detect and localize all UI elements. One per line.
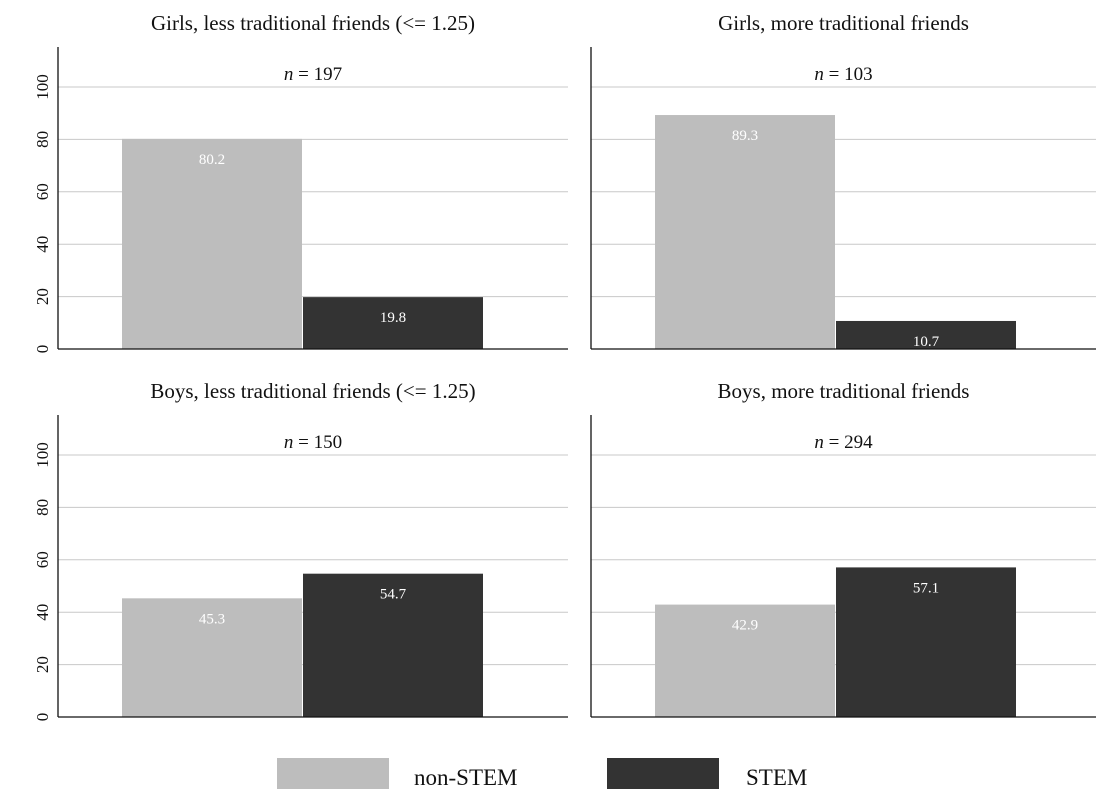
y-tick-label: 100	[33, 442, 52, 468]
bar-stem	[836, 567, 1016, 717]
legend-label-stem: STEM	[746, 765, 807, 789]
bar-non-stem	[655, 604, 835, 717]
panel-title: Girls, less traditional friends (<= 1.25…	[151, 11, 475, 35]
y-tick-label: 40	[33, 236, 52, 253]
y-tick-label: 100	[33, 74, 52, 100]
panel-title: Girls, more traditional friends	[718, 11, 969, 35]
bar-non-stem	[122, 138, 302, 349]
sample-size-label: n = 294	[814, 432, 873, 453]
bar-non-stem	[655, 115, 835, 349]
y-tick-label: 0	[33, 345, 52, 354]
bar-stem	[836, 320, 1016, 349]
bar-value-label: 89.3	[732, 128, 758, 144]
bar-non-stem	[122, 598, 302, 717]
y-tick-label: 0	[33, 713, 52, 722]
panel-title: Boys, more traditional friends	[718, 379, 970, 403]
panel-title: Boys, less traditional friends (<= 1.25)	[150, 379, 475, 403]
y-tick-label: 60	[33, 551, 52, 568]
y-tick-label: 60	[33, 183, 52, 200]
panel-4: 42.9 57.1 Boys, more traditional friends n …	[590, 379, 1096, 718]
panel-3: 0 20 40 60 80 100 45.3 54.7 Boys, less tradition…	[33, 379, 568, 721]
bar-value-label: 42.9	[732, 618, 758, 634]
chart-panels: 0 20 40 60 80 100 80.2 19.8 Girls, less traditio…	[33, 11, 1096, 721]
y-tick-label: 20	[33, 288, 52, 305]
bar-value-label: 57.1	[913, 580, 939, 596]
panel-2: 89.3 10.7 Girls, more traditional friends n…	[590, 11, 1096, 350]
legend: non-STEM STEM	[277, 758, 807, 789]
y-tick-label: 20	[33, 656, 52, 673]
panel-1: 0 20 40 60 80 100 80.2 19.8 Girls, less traditio…	[33, 11, 568, 353]
bar-value-label: 45.3	[199, 611, 225, 627]
bar-value-label: 80.2	[199, 152, 225, 168]
bar-stem	[303, 573, 483, 717]
y-tick-label: 80	[33, 131, 52, 148]
y-tick-label: 40	[33, 604, 52, 621]
bar-value-label: 10.7	[913, 334, 940, 350]
bar-value-label: 54.7	[380, 587, 407, 603]
legend-swatch-non-stem	[277, 758, 389, 789]
sample-size-label: n = 197	[284, 64, 342, 85]
legend-label-non-stem: non-STEM	[414, 765, 518, 789]
y-tick-label: 80	[33, 499, 52, 516]
sample-size-label: n = 150	[284, 432, 342, 453]
bar-stem	[303, 297, 483, 349]
bar-value-label: 19.8	[380, 310, 406, 326]
legend-swatch-stem	[607, 758, 719, 789]
sample-size-label: n = 103	[814, 64, 872, 85]
